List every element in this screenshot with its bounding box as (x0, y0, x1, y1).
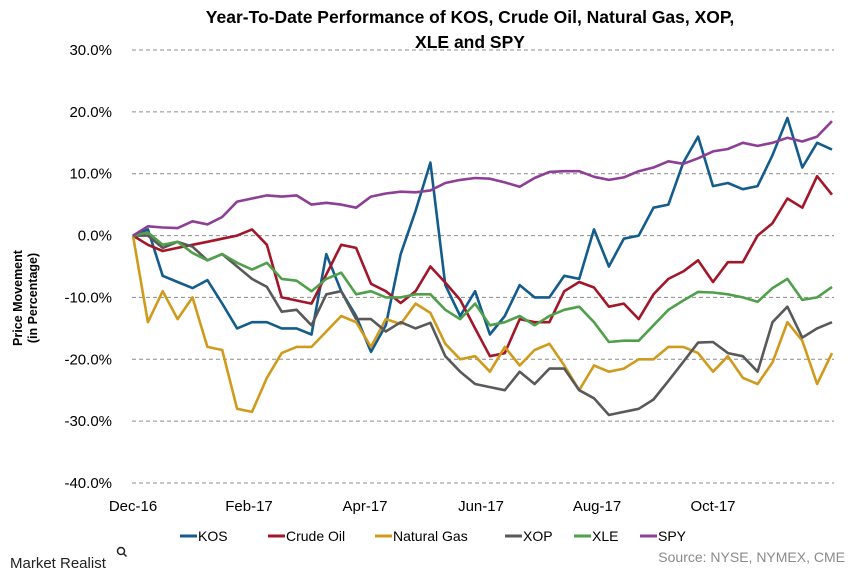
x-tick-label: Apr-17 (342, 498, 387, 515)
legend-label: Natural Gas (393, 528, 468, 544)
y-tick-label: 20.0% (69, 104, 112, 121)
y-tick-label: 10.0% (69, 166, 112, 183)
x-tick-labels: Dec-16 Feb-17 Apr-17 Jun-17 Aug-17 Oct-17 (109, 498, 736, 515)
source-note: Source: NYSE, NYMEX, CME (658, 549, 845, 565)
series-line-xop (133, 234, 833, 417)
y-tick-label: -20.0% (64, 351, 112, 368)
legend-label: XLE (592, 528, 618, 544)
y-tick-label: -40.0% (64, 475, 112, 492)
y-tick-labels: 30.0% 20.0% 10.0% 0.0% -10.0% -20.0% -30.0% -40… (64, 42, 112, 492)
x-tick-label: Oct-17 (690, 498, 735, 515)
series-line-crude-oil (132, 174, 834, 358)
x-tick-label: Dec-16 (109, 498, 157, 515)
legend: KOS Crude Oil Natural Gas XOP XLE SPY (180, 528, 687, 544)
legend-item-natural-gas: Natural Gas (375, 528, 468, 544)
legend-label: SPY (658, 528, 687, 544)
legend-label: Crude Oil (286, 528, 345, 544)
series-line-xle (132, 231, 833, 344)
x-tick-label: Jun-17 (458, 498, 504, 515)
legend-item-xle: XLE (574, 528, 618, 544)
legend-item-kos: KOS (180, 528, 228, 544)
series-line-natural-gas (131, 235, 834, 414)
legend-label: KOS (198, 528, 228, 544)
legend-item-crude-oil: Crude Oil (268, 528, 345, 544)
gridlines (132, 49, 834, 484)
magnifier-icon (116, 546, 128, 558)
x-tick-label: Aug-17 (573, 498, 621, 515)
legend-item-spy: SPY (640, 528, 687, 544)
legend-label: XOP (523, 528, 553, 544)
brand-name: Market Realist (10, 555, 107, 572)
chart-title-line-2: XLE and SPY (415, 32, 525, 52)
y-tick-label: -30.0% (64, 413, 112, 430)
chart-title-line-1: Year-To-Date Performance of KOS, Crude O… (206, 7, 734, 27)
y-axis-label: Price Movement (in Percentage) (11, 249, 40, 346)
series-lines (131, 116, 834, 417)
series-line-spy (132, 120, 833, 237)
market-realist-logo: Market Realist (10, 546, 128, 572)
y-tick-label: 0.0% (78, 228, 112, 245)
y-axis-label-line-2: (in Percentage) (26, 253, 40, 343)
y-tick-label: 30.0% (69, 42, 112, 59)
y-axis-label-line-1: Price Movement (11, 249, 25, 346)
legend-item-xop: XOP (505, 528, 553, 544)
x-tick-label: Feb-17 (225, 498, 273, 515)
y-tick-label: -10.0% (64, 289, 112, 306)
